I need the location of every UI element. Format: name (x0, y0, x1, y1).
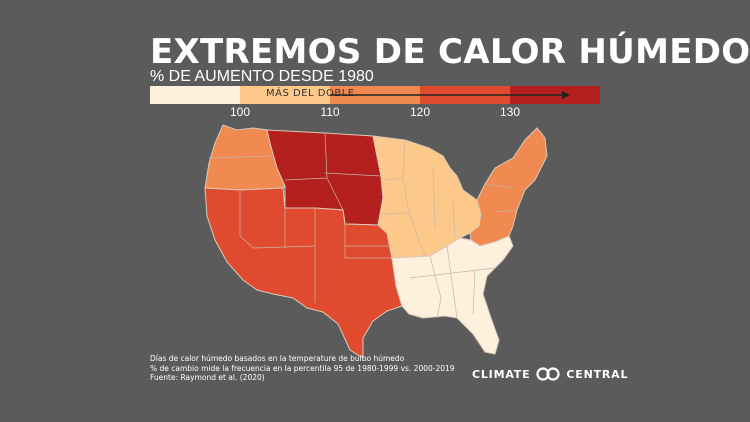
map-subtitle: % DE AUMENTO DESDE 1980 (150, 68, 374, 85)
us-choropleth-map (204, 124, 548, 359)
footnote-line-1: Días de calor húmedo basados en la tempe… (150, 354, 405, 363)
footnote: Días de calor húmedo basados en la tempe… (150, 354, 455, 383)
climate-central-logo: CLIMATE CENTRAL (472, 367, 628, 381)
region-northeast (469, 127, 548, 247)
region-southeast (391, 235, 514, 355)
logo-text-central: CENTRAL (566, 367, 629, 381)
legend-arrow-icon (330, 91, 570, 99)
state-lines (208, 132, 518, 319)
legend-tick-120: 120 (409, 105, 431, 119)
logo-mark-icon (536, 367, 561, 381)
legend-tick-110: 110 (320, 105, 340, 119)
legend-arrow-head (562, 91, 570, 99)
legend-band-100-110 (240, 86, 330, 104)
logo-text-climate: CLIMATE (472, 367, 531, 381)
legend-note: MÁS DEL DOBLE (266, 88, 355, 99)
region-southwest-south-central (204, 187, 403, 359)
legend-band-below-100 (150, 86, 240, 104)
legend-tick-100: 100 (229, 105, 251, 119)
map-title: EXTREMOS DE CALOR HÚMEDO (150, 32, 750, 72)
footnote-line-3: Fuente: Raymond et al. (2020) (150, 373, 265, 382)
footnote-line-2: % de cambio mide la frecuencia en la per… (150, 363, 455, 373)
legend-tick-130: 130 (499, 105, 521, 119)
